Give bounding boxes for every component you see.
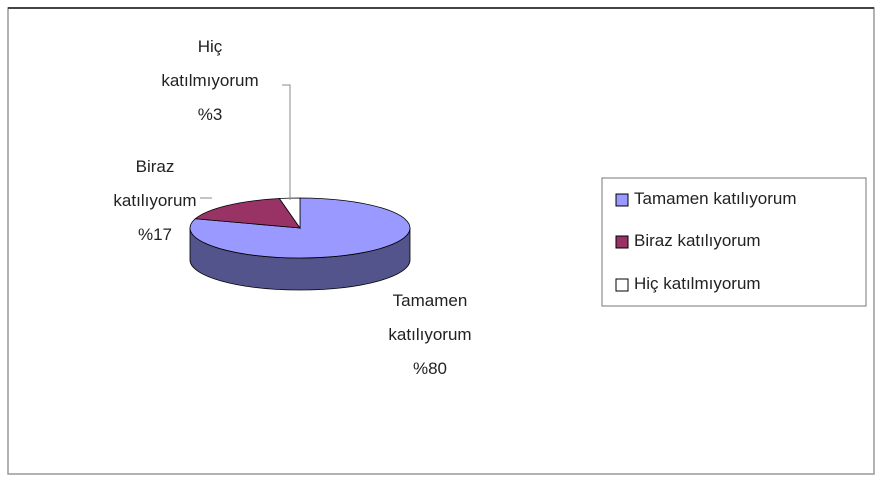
data-label-name: Biraz katılıyorum — [113, 157, 197, 210]
legend-box — [601, 177, 867, 307]
data-label-name: Hiç katılmıyorum — [161, 37, 259, 90]
data-label: Tamamen katılıyorum %80 — [360, 284, 500, 386]
legend-swatch — [615, 278, 629, 292]
data-label: Biraz katılıyorum %17 — [85, 150, 225, 252]
legend-label: Hiç katılmıyorum — [634, 274, 761, 293]
data-label-name: Tamamen katılıyorum — [388, 291, 472, 344]
legend-swatch — [615, 235, 629, 249]
legend-label: Tamamen katılıyorum — [634, 189, 797, 208]
data-label-value: %17 — [137, 225, 173, 244]
pie-slice — [194, 198, 301, 229]
leader-line — [282, 84, 291, 200]
legend-label: Biraz katılıyorum — [634, 231, 761, 250]
data-label: Hiç katılmıyorum %3 — [130, 30, 290, 132]
legend-swatch — [615, 193, 629, 207]
data-label-value: %80 — [412, 359, 448, 378]
data-label-value: %3 — [197, 105, 223, 124]
